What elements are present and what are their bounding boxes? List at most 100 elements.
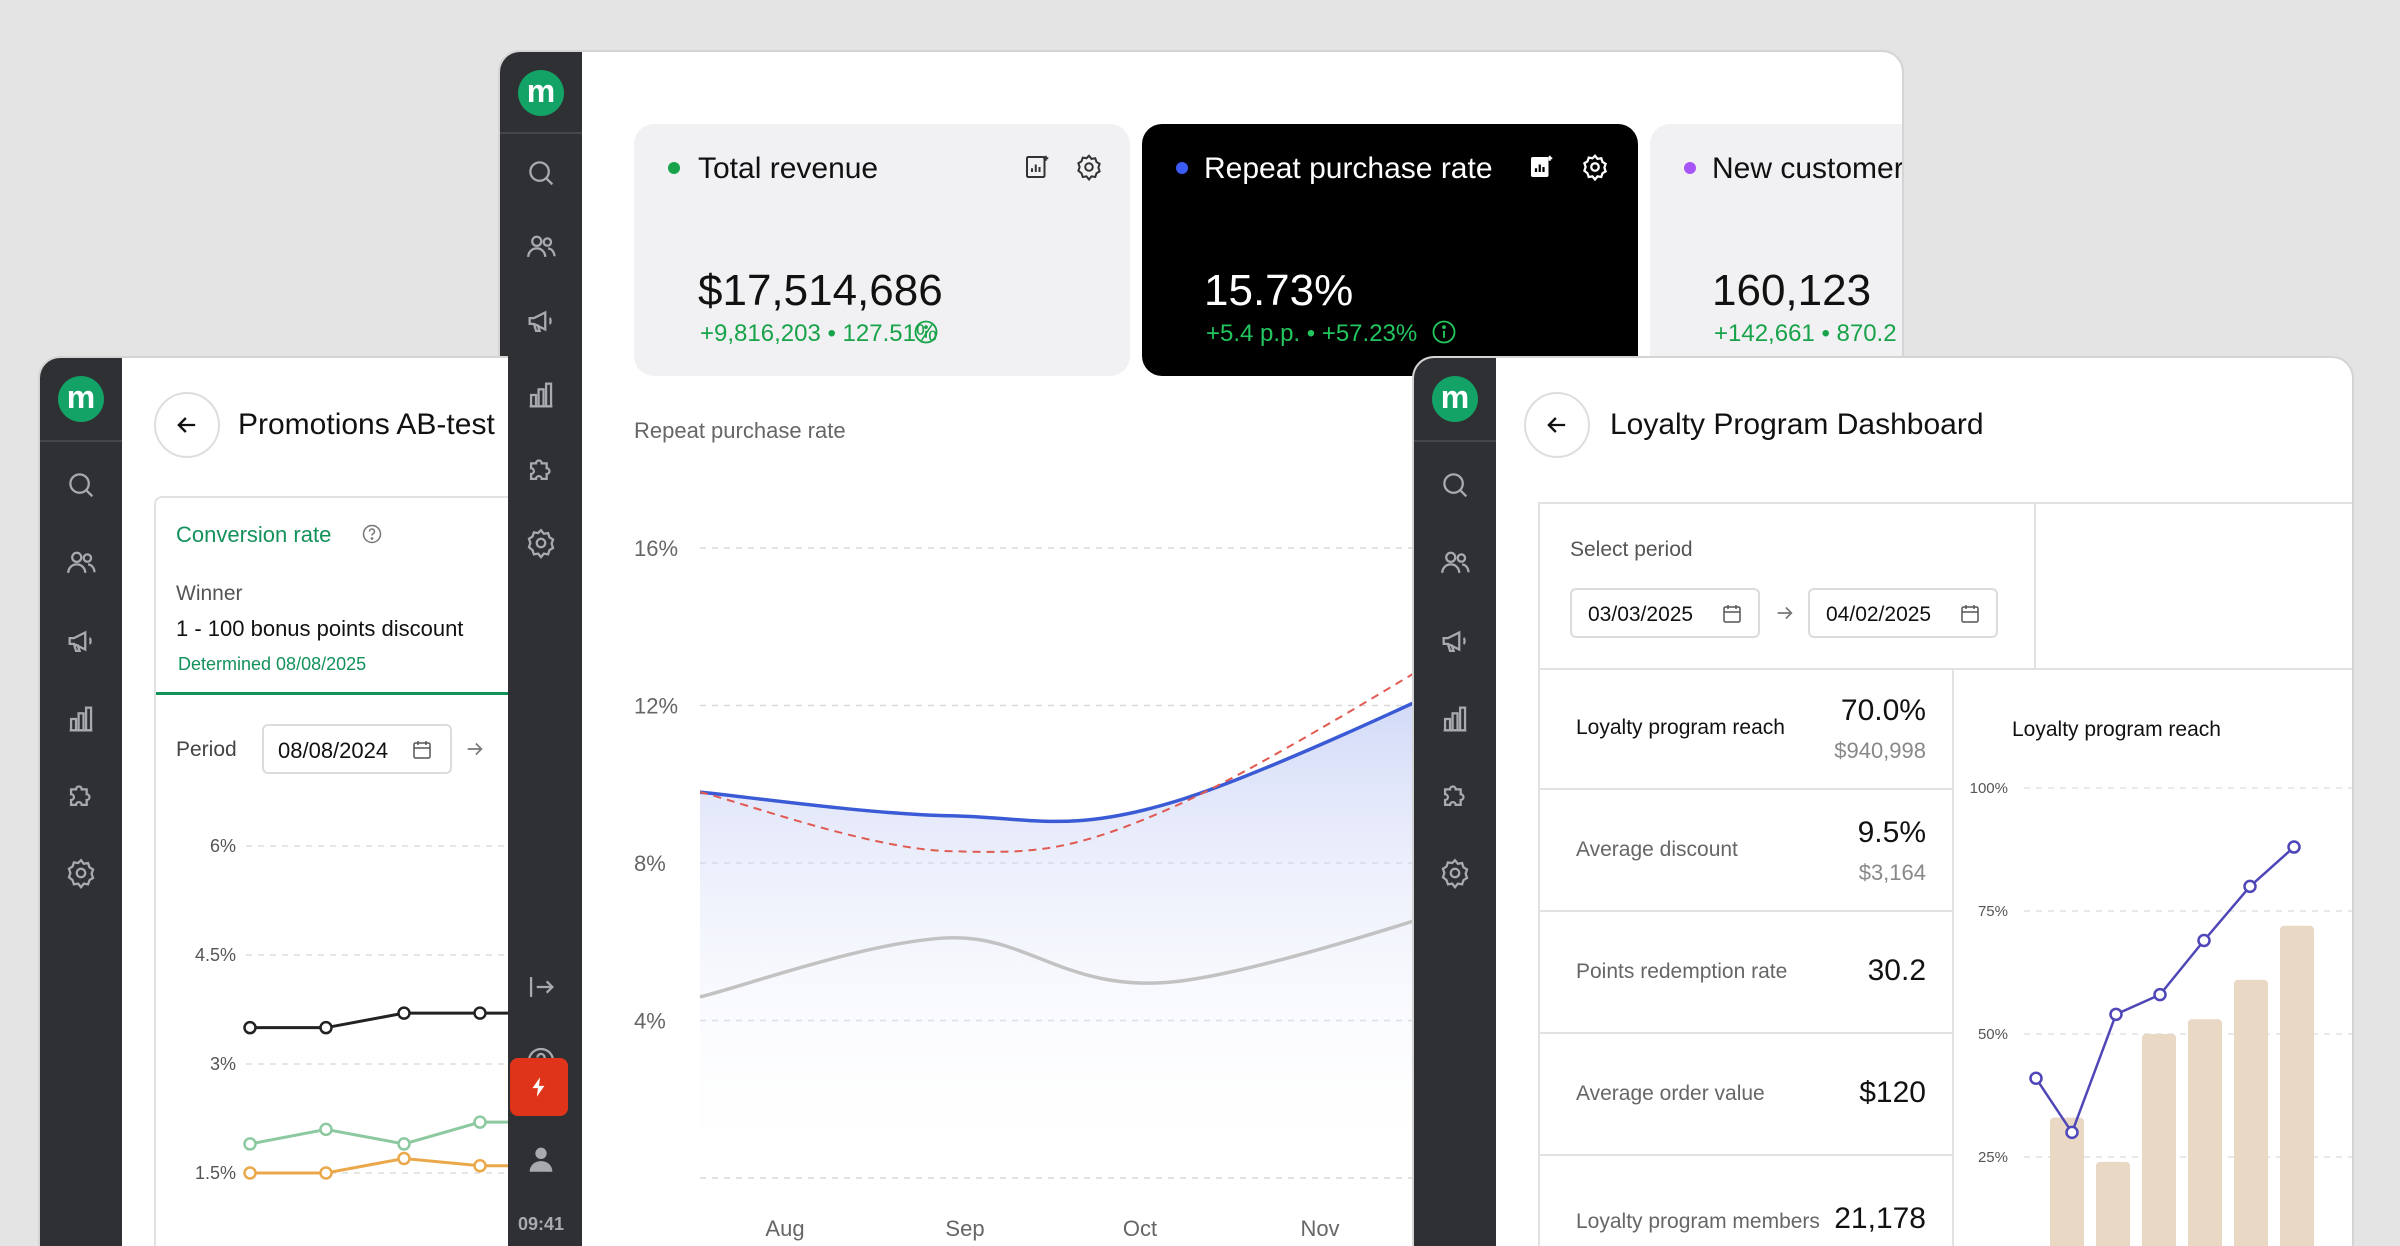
winner-underline	[156, 692, 508, 695]
y-tick-label: 4%	[634, 1009, 666, 1034]
metric-value: 9.5%	[1857, 816, 1926, 849]
data-point	[243, 1137, 257, 1151]
users-icon[interactable]	[1438, 546, 1472, 580]
metric-row[interactable]: Average order value $120	[1540, 1034, 1952, 1156]
y-tick-label: 6%	[210, 836, 236, 856]
determined-date: Determined 08/08/2025	[178, 654, 367, 674]
users-icon[interactable]	[524, 230, 558, 264]
date-from-field[interactable]: 03/03/2025	[1570, 588, 1760, 638]
promotions-window: m Promotions AB-test Conversion rate Win…	[38, 356, 508, 1246]
y-tick-label: 4.5%	[195, 945, 236, 965]
status-dot	[1176, 162, 1188, 174]
data-point	[397, 1137, 411, 1151]
data-point	[2065, 1125, 2079, 1140]
card-delta: +5.4 p.p. • +57.23%	[1206, 320, 1418, 347]
lightning-icon	[532, 1077, 545, 1097]
puzzle-icon[interactable]	[524, 452, 558, 486]
settings-icon[interactable]	[64, 856, 98, 890]
bar-chart-icon[interactable]	[524, 378, 558, 412]
card-title: Total revenue	[698, 152, 879, 185]
y-tick-label: 50%	[1978, 1026, 2008, 1043]
x-tick-label: Aug	[765, 1216, 804, 1241]
metric-row[interactable]: Average discount 9.5% $3,164	[1540, 790, 1952, 912]
card-value: $17,514,686	[698, 266, 943, 315]
info-icon[interactable]	[1430, 318, 1458, 346]
loyalty-chart-title: Loyalty program reach	[2012, 718, 2221, 741]
megaphone-icon[interactable]	[524, 304, 558, 338]
puzzle-icon[interactable]	[64, 778, 98, 812]
help-icon[interactable]	[360, 522, 384, 551]
puzzle-icon[interactable]	[1438, 778, 1472, 812]
page-title: Promotions AB-test	[238, 408, 495, 441]
series-area	[700, 607, 1620, 1178]
data-point	[397, 1151, 411, 1166]
search-icon[interactable]	[64, 468, 98, 502]
app-logo[interactable]: m	[1432, 376, 1478, 422]
back-button[interactable]	[1524, 392, 1590, 458]
right-sidebar: m	[1414, 358, 1496, 1246]
megaphone-icon[interactable]	[64, 624, 98, 658]
lightning-button[interactable]	[510, 1058, 568, 1116]
app-logo[interactable]: m	[518, 70, 564, 116]
period-date-field[interactable]: 08/08/2024	[262, 724, 452, 774]
metric-label: Average order value	[1576, 1082, 1765, 1105]
metric-value: 30.2	[1867, 954, 1926, 987]
metric-row[interactable]: Points redemption rate 30.2	[1540, 912, 1952, 1034]
bar-chart-icon[interactable]	[64, 702, 98, 736]
settings-icon[interactable]	[524, 526, 558, 560]
card-settings-icon[interactable]	[1074, 152, 1104, 182]
info-icon[interactable]	[912, 318, 940, 346]
data-point	[2109, 1007, 2123, 1022]
search-icon[interactable]	[524, 156, 558, 190]
winner-label: Winner	[176, 582, 243, 605]
period-panel: Select period 03/03/2025 04/02/2025	[1538, 502, 2352, 670]
bar	[2280, 925, 2314, 1246]
data-point	[2287, 840, 2301, 854]
metric-value: $120	[1859, 1076, 1926, 1109]
search-icon[interactable]	[1438, 468, 1472, 502]
user-avatar-icon[interactable]	[524, 1142, 558, 1176]
clock-time: 09:41	[517, 1214, 565, 1234]
card-value: 15.73%	[1204, 266, 1354, 315]
metric-value: 21,178	[1834, 1202, 1926, 1235]
conversion-panel: Conversion rate Winner 1 - 100 bonus poi…	[154, 496, 508, 1246]
y-tick-label: 100%	[1970, 780, 2008, 797]
loyalty-window: m Loyalty Program Dashboard Select perio…	[1412, 356, 2354, 1246]
settings-icon[interactable]	[1438, 856, 1472, 890]
app-logo[interactable]: m	[58, 376, 104, 422]
data-point	[473, 1115, 487, 1129]
date-from-value: 03/03/2025	[1588, 603, 1694, 626]
metric-row[interactable]: Loyalty program members 21,178	[1540, 1156, 1952, 1246]
bar	[2234, 979, 2268, 1246]
add-chart-icon[interactable]	[1526, 152, 1556, 182]
y-tick-label: 1.5%	[195, 1163, 236, 1183]
card-settings-icon[interactable]	[1580, 152, 1610, 182]
add-chart-icon[interactable]	[1022, 152, 1052, 182]
megaphone-icon[interactable]	[1438, 624, 1472, 658]
card-title: New customer	[1712, 152, 1904, 185]
kpi-card-total-revenue[interactable]: Total revenue $17,514,686 +9,816,203 • 1…	[634, 124, 1130, 376]
kpi-card-new-customer[interactable]: New customer 160,123 +142,661 • 870.2	[1650, 124, 1904, 376]
y-tick-label: 3%	[210, 1054, 236, 1074]
data-point	[2197, 933, 2211, 948]
bar-chart-icon[interactable]	[1438, 702, 1472, 736]
kpi-card-repeat-purchase[interactable]: Repeat purchase rate 15.73% +5.4 p.p. • …	[1142, 124, 1638, 376]
logout-icon[interactable]	[524, 970, 558, 1004]
page-title: Loyalty Program Dashboard	[1610, 408, 1984, 441]
y-tick-label: 25%	[1978, 1149, 2008, 1166]
chart-title: Repeat purchase rate	[634, 418, 846, 443]
x-tick-label: Nov	[1300, 1216, 1339, 1241]
conversion-rate-label: Conversion rate	[176, 522, 332, 547]
bar	[2188, 1019, 2222, 1246]
back-button[interactable]	[154, 392, 220, 458]
date-to-field[interactable]: 04/02/2025	[1808, 588, 1998, 638]
users-icon[interactable]	[64, 546, 98, 580]
series-line	[250, 1156, 508, 1175]
metrics-list: Loyalty program reach 70.0% $940,998 Ave…	[1538, 668, 1954, 1246]
metric-row[interactable]: Loyalty program reach 70.0% $940,998	[1540, 668, 1952, 790]
arrow-left-icon	[177, 417, 196, 433]
y-tick-label: 75%	[1978, 903, 2008, 920]
series-line	[250, 1011, 508, 1030]
data-point	[473, 1158, 487, 1173]
select-period-label: Select period	[1570, 538, 1693, 561]
